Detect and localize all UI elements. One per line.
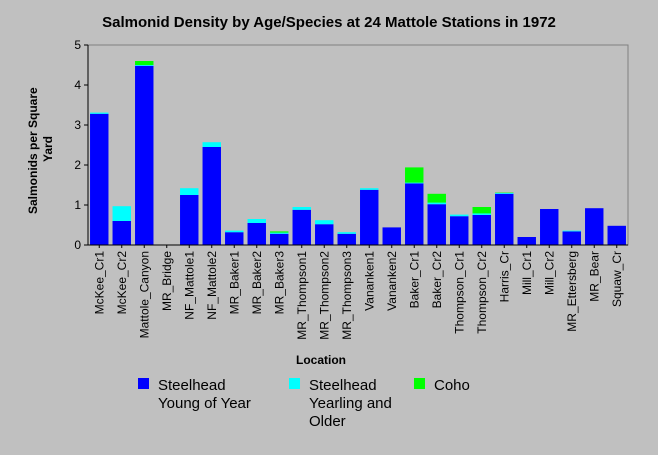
- bar-Thompson_Cr2-series-2: [472, 207, 491, 214]
- x-tick-label-Squaw_Cr: Squaw_Cr: [610, 251, 624, 307]
- bar-MR_Thompson1-series-0: [292, 209, 311, 245]
- y-axis-label-line-2: Yard: [41, 136, 55, 162]
- bar-MR_Ettersberg-series-0: [562, 231, 581, 245]
- bar-MR_Thompson2-series-1: [315, 220, 334, 225]
- y-axis-label: Salmonids per Square Yard: [26, 84, 55, 214]
- bar-Mattole_Canyon-series-2: [135, 61, 154, 65]
- bar-MR_Ettersberg-series-1: [562, 230, 581, 232]
- bar-MR_Thompson3-series-1: [337, 232, 356, 234]
- plot-area: [87, 44, 629, 246]
- bar-Thompson_Cr1-series-1: [450, 214, 469, 217]
- x-tick-label-MR_Thompson1: MR_Thompson1: [295, 251, 309, 340]
- bar-Mill_Cr2-series-0: [540, 209, 559, 245]
- x-tick-label-Thompson_Cr2: Thompson_Cr2: [475, 251, 489, 334]
- bar-NF_Mattole2-series-0: [202, 147, 221, 245]
- bar-MR_Baker2-series-1: [247, 219, 266, 223]
- bar-Squaw_Cr-series-0: [607, 225, 626, 245]
- legend-label-2-line-0: Coho: [434, 377, 470, 394]
- bar-MR_Thompson1-series-1: [292, 207, 311, 210]
- legend-label-1-line-2: Older: [309, 413, 346, 430]
- y-tick-label-5: 5: [74, 38, 81, 52]
- x-tick-label-MR_Baker2: MR_Baker2: [250, 251, 264, 315]
- bar-Baker_Cr2-series-2: [427, 193, 446, 203]
- x-tick-label-Baker_Cr2: Baker_Cr2: [430, 251, 444, 309]
- y-axis-label-line-1: Salmonids per Square: [26, 87, 40, 214]
- bar-NF_Mattole1-series-0: [180, 195, 199, 245]
- bar-Thompson_Cr1-series-0: [450, 216, 469, 245]
- bar-McKee_Cr1-series-0: [90, 113, 109, 245]
- bar-Harris_Cr-series-1: [495, 193, 514, 194]
- legend-label-1-line-1: Yearling and: [309, 395, 392, 412]
- bar-MR_Baker3-series-0: [270, 233, 289, 245]
- x-tick-label-Baker_Cr1: Baker_Cr1: [407, 251, 421, 309]
- chart-title: Salmonid Density by Age/Species at 24 Ma…: [102, 14, 556, 31]
- bar-Mattole_Canyon-series-1: [135, 65, 154, 66]
- x-axis-label: Location: [296, 353, 346, 367]
- bar-Mill_Cr1-series-0: [517, 237, 536, 245]
- y-tick-label-4: 4: [74, 78, 81, 92]
- bar-MR_Thompson2-series-0: [315, 224, 334, 245]
- x-tick-label-McKee_Cr2: McKee_Cr2: [115, 251, 129, 315]
- legend-swatch-1: [289, 378, 300, 389]
- bar-MR_Bear-series-0: [585, 208, 604, 245]
- bar-Vananken1-series-0: [360, 189, 379, 245]
- bar-MR_Baker2-series-0: [247, 223, 266, 245]
- x-tick-label-MR_Baker1: MR_Baker1: [227, 251, 241, 315]
- y-tick-label-1: 1: [74, 198, 81, 212]
- y-tick-label-2: 2: [74, 158, 81, 172]
- bar-Thompson_Cr2-series-1: [472, 213, 491, 215]
- legend-label-1-line-0: Steelhead: [309, 377, 377, 394]
- x-tick-label-McKee_Cr1: McKee_Cr1: [92, 251, 106, 315]
- bar-Harris_Cr-series-0: [495, 193, 514, 245]
- bar-Baker_Cr2-series-1: [427, 202, 446, 205]
- legend-label-0: Steelhead Young of Year: [158, 377, 251, 412]
- bar-Baker_Cr2-series-0: [427, 204, 446, 245]
- legend-swatch-2: [414, 378, 425, 389]
- x-tick-label-MR_Baker3: MR_Baker3: [272, 251, 286, 315]
- bars-group: [90, 61, 626, 245]
- legend-label-0-line-1: Young of Year: [158, 395, 251, 412]
- bar-MR_Thompson3-series-0: [337, 233, 356, 245]
- bar-MR_Baker3-series-1: [270, 232, 289, 234]
- x-tick-label-MR_Ettersberg: MR_Ettersberg: [565, 251, 579, 332]
- legend-label-1: Steelhead Yearling and Older: [309, 377, 392, 430]
- x-tick-label-NF_Mattole1: NF_Mattole1: [182, 251, 196, 320]
- x-tick-label-MR_Bridge: MR_Bridge: [160, 251, 174, 311]
- y-tick-label-3: 3: [74, 118, 81, 132]
- bar-McKee_Cr1-series-1: [90, 112, 109, 114]
- x-tick-label-MR_Bear: MR_Bear: [587, 251, 601, 302]
- x-tick-label-NF_Mattole2: NF_Mattole2: [205, 251, 219, 320]
- x-tick-label-Thompson_Cr1: Thompson_Cr1: [452, 251, 466, 334]
- bar-McKee_Cr2-series-1: [112, 206, 131, 221]
- bar-Baker_Cr1-series-2: [405, 167, 424, 183]
- x-tick-label-Harris_Cr: Harris_Cr: [497, 251, 511, 302]
- bar-NF_Mattole1-series-1: [180, 188, 199, 195]
- y-tick-label-0: 0: [74, 238, 81, 252]
- legend-swatch-0: [138, 378, 149, 389]
- bar-Vananken1-series-1: [360, 188, 379, 190]
- bar-Thompson_Cr2-series-0: [472, 215, 491, 245]
- legend-label-0-line-0: Steelhead: [158, 377, 226, 394]
- bar-Baker_Cr1-series-0: [405, 183, 424, 245]
- bar-NF_Mattole2-series-1: [202, 142, 221, 147]
- bar-Mattole_Canyon-series-0: [135, 65, 154, 245]
- x-tick-label-MR_Thompson3: MR_Thompson3: [340, 251, 354, 340]
- x-tick-label-Mill_Cr1: Mill_Cr1: [520, 251, 534, 295]
- legend-label-2: Coho: [434, 377, 470, 394]
- bar-Baker_Cr1-series-1: [405, 182, 424, 184]
- bar-MR_Baker1-series-0: [225, 232, 244, 245]
- bar-McKee_Cr2-series-0: [112, 221, 131, 245]
- x-tick-label-MR_Thompson2: MR_Thompson2: [317, 251, 331, 340]
- axes-group: 0 1 2 3 4 5 McKee_Cr1 McKee_Cr2 Mattole_Canyon MR…: [74, 38, 628, 340]
- bar-MR_Baker1-series-1: [225, 230, 244, 233]
- x-tick-label-Mattole_Canyon: Mattole_Canyon: [137, 251, 151, 338]
- bar-MR_Baker3-series-2: [270, 231, 289, 233]
- x-tick-label-Mill_Cr2: Mill_Cr2: [542, 251, 556, 295]
- x-tick-label-Vananken1: Vananken1: [362, 251, 376, 311]
- bar-Vananken2-series-0: [382, 227, 401, 245]
- x-tick-label-Vananken2: Vananken2: [385, 251, 399, 311]
